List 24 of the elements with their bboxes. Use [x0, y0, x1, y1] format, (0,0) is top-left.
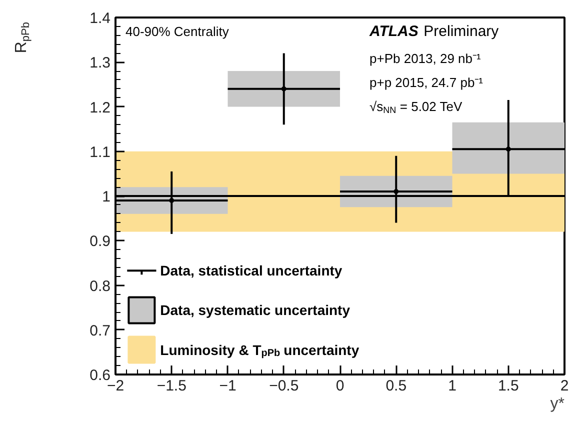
annotation: p+Pb 2013, 29 nb⁻¹ — [370, 51, 482, 66]
legend-label: Data, systematic uncertainty — [160, 302, 350, 318]
annotation: ATLAS Preliminary — [368, 23, 500, 40]
x-tick-label: −1 — [219, 378, 236, 394]
x-tick-label: −0.5 — [269, 378, 299, 394]
x-tick-label: 1 — [448, 378, 456, 394]
x-tick-label: 1.5 — [498, 378, 519, 394]
y-tick-label: 0.8 — [90, 278, 111, 295]
annotation: p+p 2015, 24.7 pb⁻¹ — [370, 75, 484, 90]
x-tick-label: 0.5 — [386, 378, 407, 394]
x-tick-label: 2 — [560, 378, 569, 394]
y-tick-label: 1.4 — [90, 10, 111, 27]
x-axis-title: y* — [550, 396, 565, 412]
y-tick-label: 1.1 — [90, 144, 111, 161]
legend-label: Data, statistical uncertainty — [160, 262, 342, 279]
y-tick-label: 0.7 — [90, 322, 111, 340]
x-tick-label: −1.5 — [156, 378, 186, 394]
y-tick-label: 1 — [102, 188, 110, 206]
x-tick-label: 0 — [336, 378, 344, 394]
y-tick-label: 0.9 — [90, 233, 111, 250]
y-tick-label: 1.3 — [90, 54, 111, 72]
annotation: 40-90% Centrality — [126, 24, 230, 39]
y-tick-label: 0.6 — [90, 367, 111, 384]
y-tick-label: 1.2 — [90, 99, 111, 116]
